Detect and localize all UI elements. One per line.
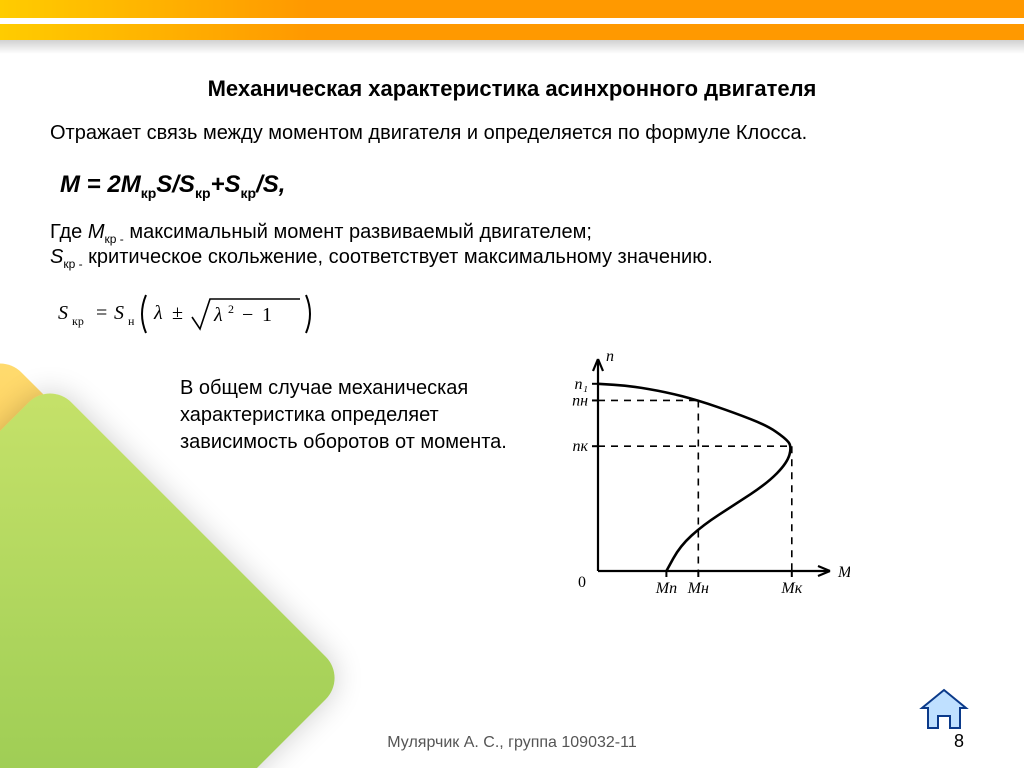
svg-text:1: 1 [262,304,272,326]
svg-text:±: ± [172,302,183,324]
svg-text:=: = [96,302,107,324]
svg-text:S: S [58,302,68,324]
svg-text:Mн: Mн [687,580,709,597]
svg-text:λ: λ [213,304,223,326]
slide-title: Механическая характеристика асинхронного… [50,76,974,102]
critical-slip-formula: Sкр=Sнλ±λ2−1 [54,289,974,339]
svg-text:n: n [606,348,614,365]
svg-text:н: н [128,314,135,328]
svg-text:0: 0 [578,574,586,591]
mechanical-characteristic-chart: n M 0 n₁nн nк Mп Mн Mк [550,345,850,610]
home-icon [918,686,970,732]
slide: Механическая характеристика асинхронного… [0,0,1024,768]
svg-text:Mп: Mп [655,580,677,597]
svg-text:кр: кр [72,314,84,328]
general-case-text: В общем случае механическая характеристи… [50,345,550,456]
svg-text:nн: nн [572,392,588,409]
svg-text:λ: λ [153,302,163,324]
top-border-line [0,18,1024,24]
kloss-formula: M = 2MкрS/Sкр+Sкр/S, [60,171,974,201]
svg-text:Mк: Mк [780,580,802,597]
svg-text:2: 2 [228,302,234,316]
where-block: Где Mкр - максимальный момент развиваемы… [50,221,974,271]
intro-text: Отражает связь между моментом двигателя … [50,120,974,147]
page-number: 8 [954,731,964,752]
svg-text:n₁: n₁ [574,376,588,393]
svg-text:M: M [837,564,850,581]
lower-row: В общем случае механическая характеристи… [50,345,974,610]
top-border-shadow [0,40,1024,54]
content-area: Механическая характеристика асинхронного… [50,70,974,738]
svg-text:nк: nк [573,438,589,455]
svg-text:S: S [114,302,124,324]
home-button[interactable] [918,686,970,732]
svg-text:−: − [242,304,253,326]
footer-author: Мулярчик А. С., группа 109032-11 [0,734,1024,752]
